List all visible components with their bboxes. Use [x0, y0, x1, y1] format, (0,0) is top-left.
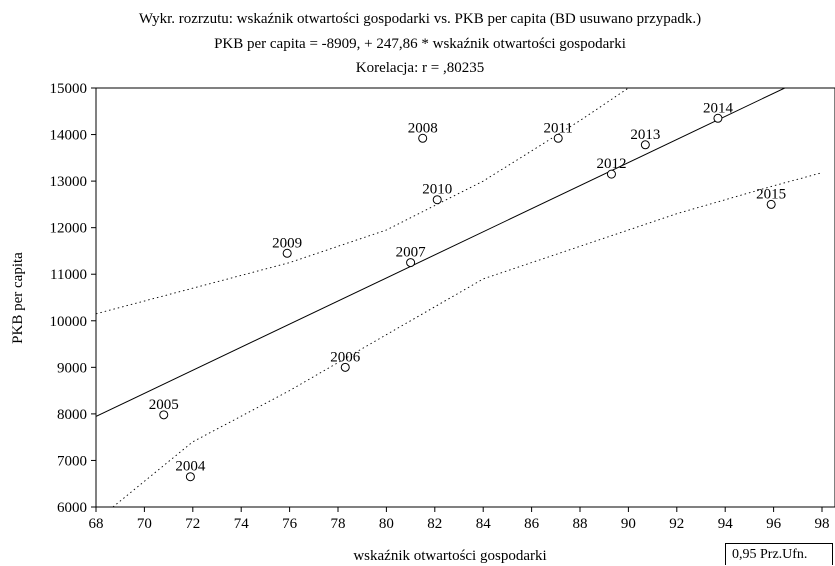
plot-frame [95, 87, 835, 508]
data-point [282, 248, 292, 258]
x-tick-label: 78 [331, 516, 346, 532]
data-label: 2013 [630, 127, 660, 143]
x-tick-label: 84 [476, 516, 492, 532]
x-tick-label: 74 [234, 516, 250, 532]
confidence-band-lower [112, 172, 823, 507]
x-tick-label: 96 [766, 516, 782, 532]
x-axis-label: wskaźnik otwartości gospodarki [353, 548, 546, 564]
x-tick-label: 82 [427, 516, 442, 532]
y-tick-label: 14000 [50, 128, 88, 144]
x-tick-label: 80 [379, 516, 394, 532]
data-label: 2011 [543, 120, 572, 136]
x-tick-label: 88 [573, 516, 588, 532]
data-label: 2007 [396, 245, 427, 261]
data-label: 2010 [422, 182, 452, 198]
y-tick-label: 15000 [50, 81, 88, 97]
data-point [418, 133, 428, 143]
confidence-band-upper [96, 88, 629, 315]
data-label: 2004 [175, 459, 206, 475]
data-point [766, 199, 776, 209]
data-label: 2014 [703, 100, 734, 116]
data-point [640, 140, 650, 150]
y-tick-label: 6000 [57, 500, 87, 516]
data-point [185, 472, 195, 482]
y-tick-label: 12000 [50, 221, 88, 237]
data-point [340, 362, 350, 372]
y-tick-label: 8000 [57, 407, 87, 423]
data-point [553, 133, 563, 143]
data-point [432, 195, 442, 205]
y-axis-label: PKB per capita [10, 252, 26, 344]
chart-title: Wykr. rozrzutu: wskaźnik otwartości gosp… [139, 11, 701, 27]
y-tick-label: 9000 [57, 360, 87, 376]
y-tick-label: 7000 [57, 453, 87, 469]
x-tick-label: 90 [621, 516, 636, 532]
x-tick-label: 92 [669, 516, 684, 532]
regression-line [96, 88, 785, 417]
x-tick-label: 70 [137, 516, 152, 532]
x-tick-label: 98 [815, 516, 830, 532]
data-label: 2012 [596, 156, 626, 172]
x-tick-label: 72 [185, 516, 200, 532]
data-label: 2006 [330, 349, 361, 365]
data-label: 2008 [408, 120, 438, 136]
data-label: 2009 [272, 235, 302, 251]
x-tick-label: 76 [282, 516, 298, 532]
y-tick-label: 10000 [50, 314, 88, 330]
correlation-text: Korelacja: r = ,80235 [356, 60, 484, 76]
data-label: 2015 [756, 186, 786, 202]
data-point [713, 113, 723, 123]
plot-area: 68 70 72 74 76 78 80 82 84 86 88 90 92 94 96 98 6000 7000… [50, 81, 835, 532]
data-point [606, 169, 616, 179]
confidence-legend: 0,95 Prz.Ufn. [725, 543, 833, 565]
y-tick-label: 13000 [50, 174, 88, 190]
regression-equation: PKB per capita = -8909, + 247,86 * wskaź… [214, 36, 626, 52]
data-point [406, 258, 416, 268]
x-tick-label: 86 [524, 516, 540, 532]
data-label: 2005 [149, 397, 179, 413]
x-tick-label: 68 [89, 516, 104, 532]
y-tick-label: 11000 [50, 267, 87, 283]
x-tick-label: 94 [718, 516, 734, 532]
data-point [159, 410, 169, 420]
